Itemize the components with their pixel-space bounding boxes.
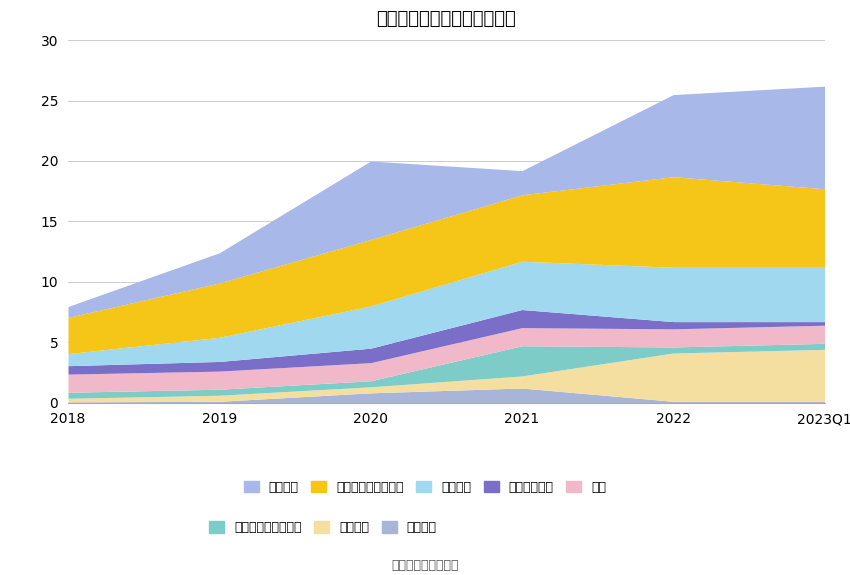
Text: 数据来源：恒生聚源: 数据来源：恒生聚源 (391, 559, 459, 572)
Legend: 货币资金, 应收账款及应收票据, 合同资产, 应收款项融资, 存货: 货币资金, 应收账款及应收票据, 合同资产, 应收款项融资, 存货 (244, 481, 606, 494)
Title: 历年主要资产堆积图（亿元）: 历年主要资产堆积图（亿元） (377, 10, 516, 28)
Legend: 交易性金融资产合计, 固定资产, 在建工程: 交易性金融资产合计, 固定资产, 在建工程 (209, 522, 437, 534)
